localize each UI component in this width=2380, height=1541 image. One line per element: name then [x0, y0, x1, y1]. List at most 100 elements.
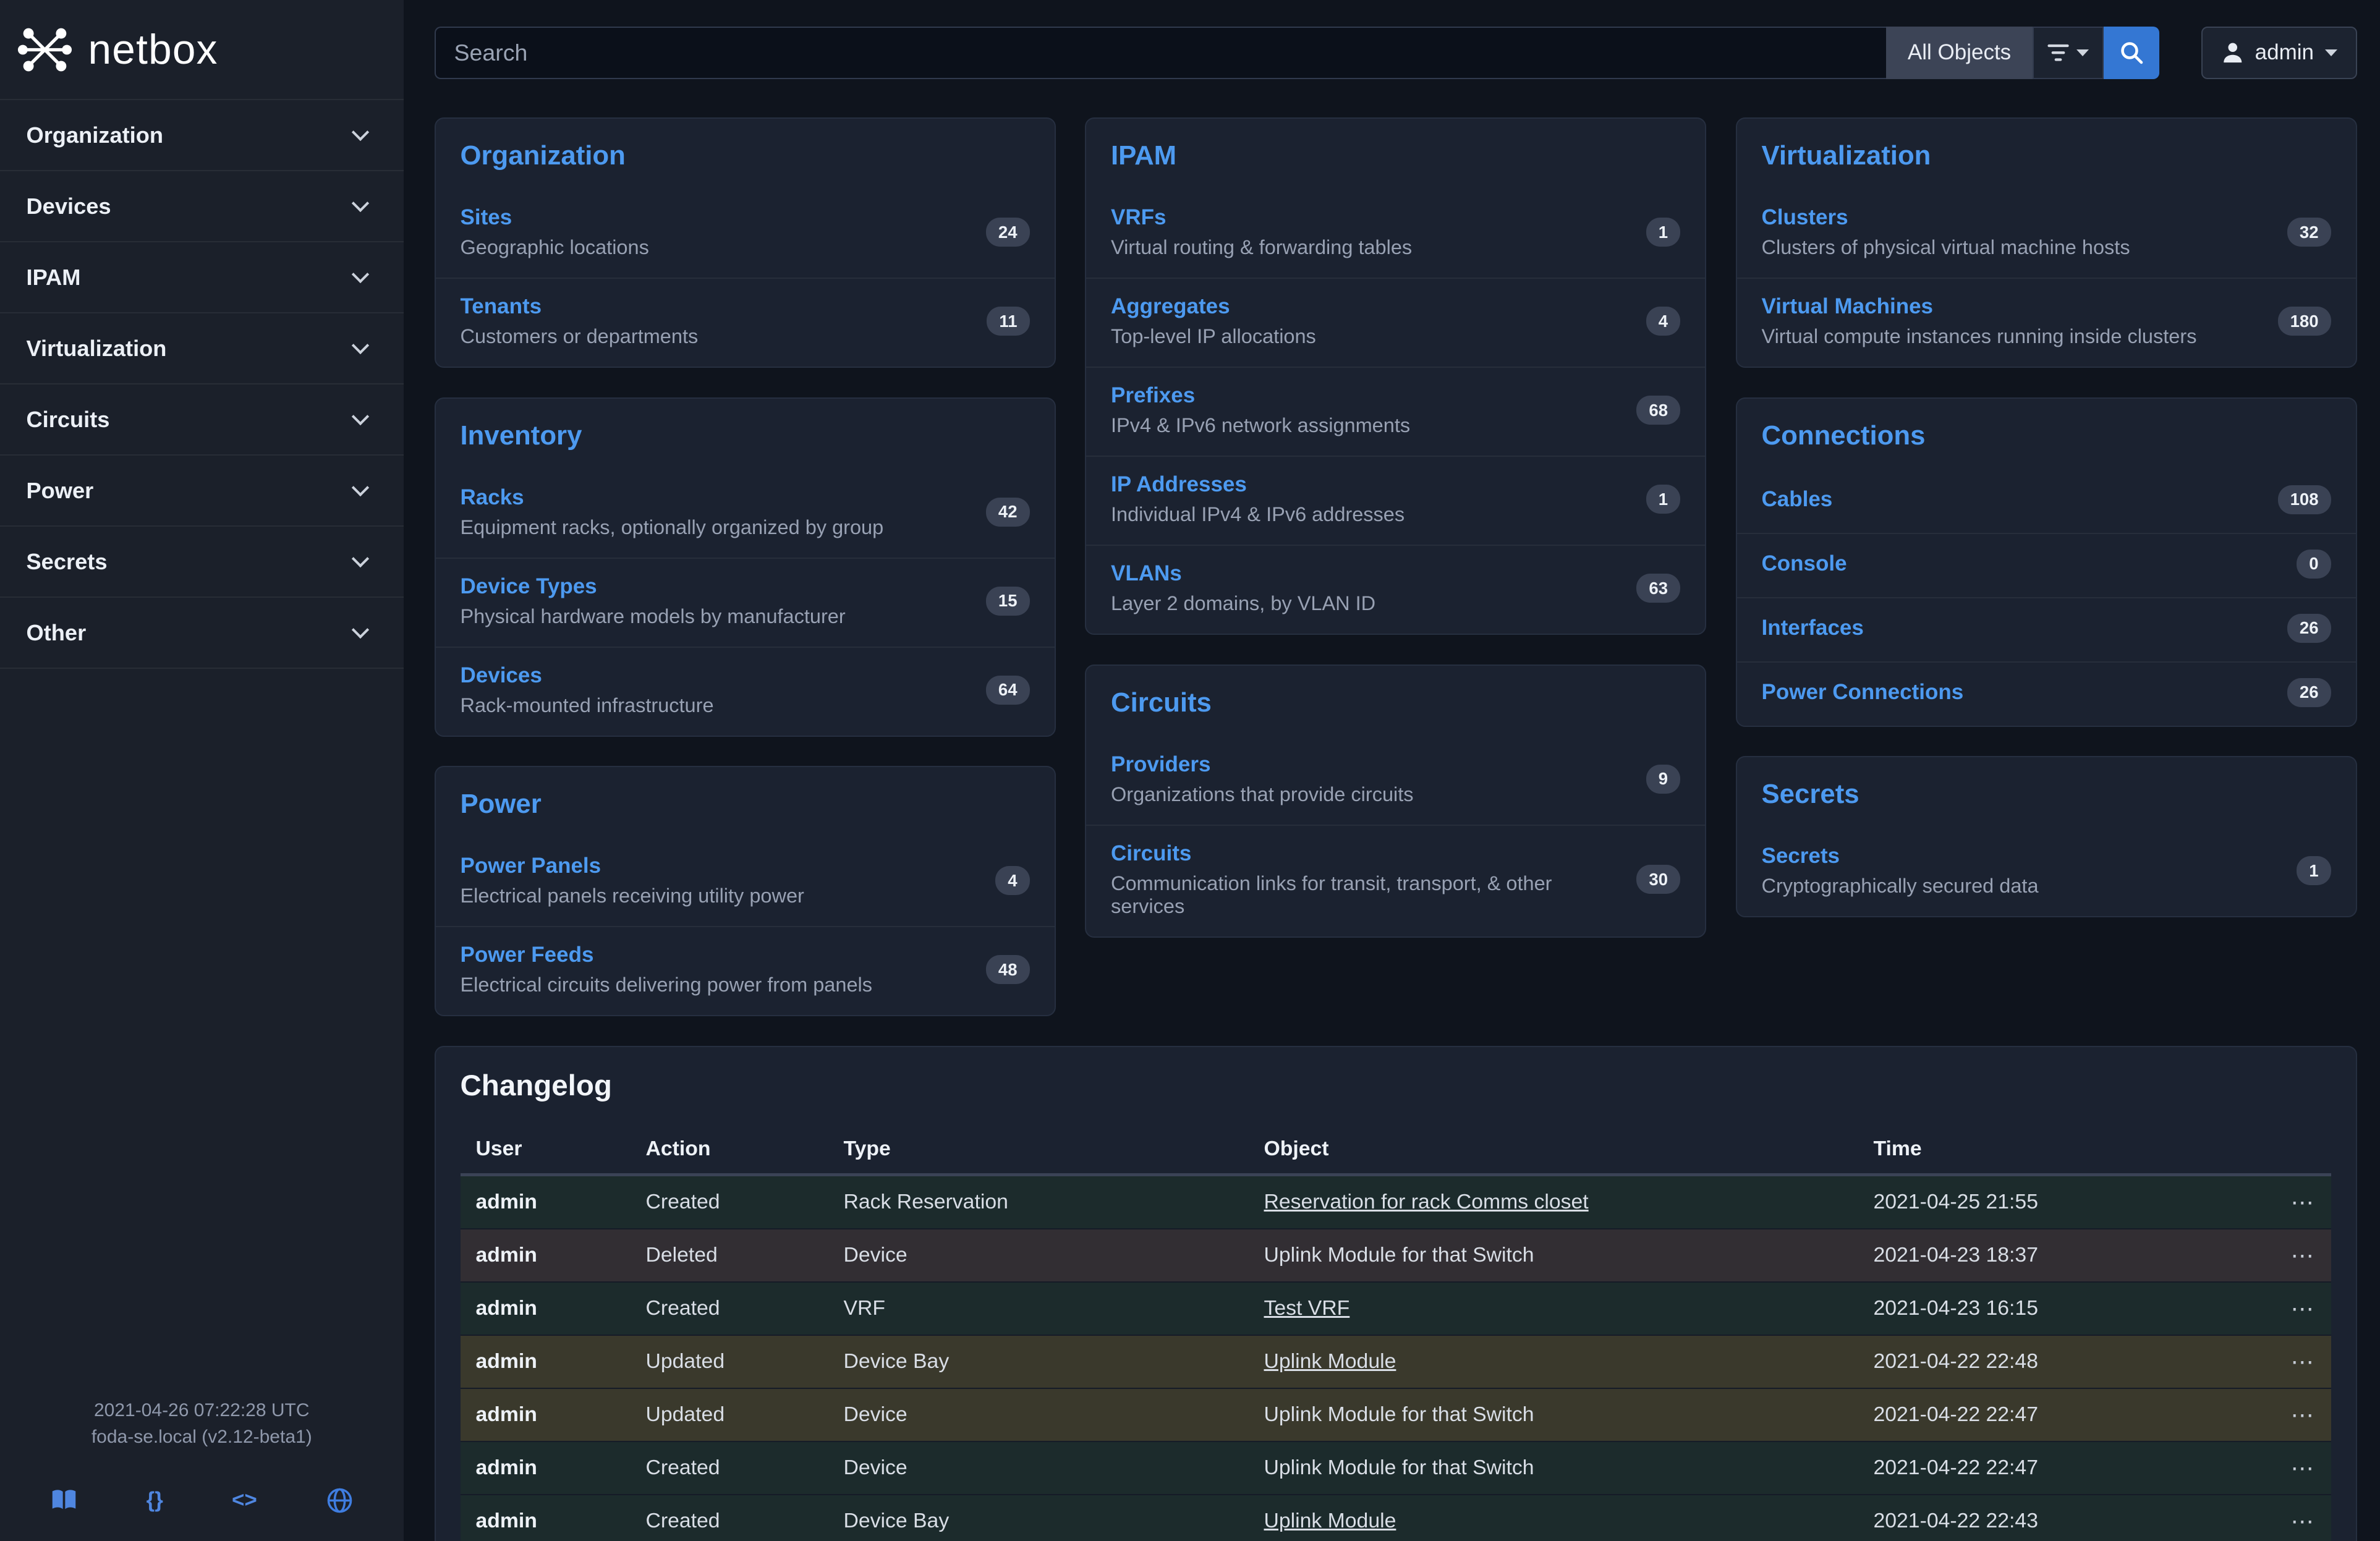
row-actions-button[interactable]: ⋯: [2291, 1402, 2316, 1428]
count-badge[interactable]: 63: [1636, 574, 1680, 603]
sidebar-menu-label: IPAM: [27, 265, 81, 291]
card-title[interactable]: Inventory: [436, 399, 1055, 470]
changelog-object-link[interactable]: Uplink Module for that Switch: [1264, 1456, 1534, 1479]
docs-book-icon[interactable]: [50, 1487, 78, 1514]
sidebar-menu-item[interactable]: Organization: [0, 100, 404, 171]
object-type-description: Clusters of physical virtual machine hos…: [1762, 236, 2130, 259]
changelog-object-link[interactable]: Uplink Module: [1264, 1509, 1396, 1532]
object-type-link[interactable]: Power Panels: [461, 854, 804, 878]
search-scope-button[interactable]: All Objects: [1886, 27, 2033, 79]
count-badge[interactable]: 64: [986, 676, 1030, 705]
changelog-time: 2021-04-22 22:48: [1858, 1335, 2245, 1388]
changelog-object-link[interactable]: Reservation for rack Comms closet: [1264, 1190, 1589, 1213]
card-title[interactable]: Connections: [1737, 399, 2356, 470]
card-organization: Organization Sites Geographic locations …: [435, 117, 1056, 368]
object-type-link[interactable]: Prefixes: [1111, 383, 1410, 408]
api-braces-icon[interactable]: {}: [147, 1485, 163, 1516]
card-title[interactable]: Power: [436, 767, 1055, 838]
object-type-link[interactable]: Clusters: [1762, 205, 2130, 230]
search-filter-button[interactable]: [2033, 27, 2104, 79]
changelog-time: 2021-04-22 22:47: [1858, 1441, 2245, 1495]
changelog-object-link[interactable]: Uplink Module for that Switch: [1264, 1243, 1534, 1267]
object-type-link[interactable]: Device Types: [461, 574, 846, 599]
object-type-link[interactable]: Power Connections: [1762, 680, 1964, 705]
count-badge[interactable]: 9: [1646, 765, 1680, 794]
community-globe-icon[interactable]: [326, 1487, 354, 1514]
sidebar-menu-item[interactable]: Virtualization: [0, 313, 404, 384]
changelog-type: Rack Reservation: [828, 1174, 1249, 1229]
card-title[interactable]: IPAM: [1086, 119, 1705, 190]
object-type-link[interactable]: Circuits: [1111, 841, 1618, 866]
object-type-link[interactable]: Tenants: [461, 294, 699, 319]
object-type-link[interactable]: Devices: [461, 663, 714, 688]
count-badge[interactable]: 26: [2287, 678, 2331, 707]
sidebar-menu-label: Circuits: [27, 407, 110, 433]
user-menu-button[interactable]: admin: [2201, 27, 2357, 79]
brand[interactable]: netbox: [0, 0, 404, 99]
object-type-link[interactable]: Console: [1762, 551, 1847, 576]
object-type-link[interactable]: Aggregates: [1111, 294, 1316, 319]
object-type-link[interactable]: Providers: [1111, 752, 1414, 777]
sidebar-menu-item[interactable]: Circuits: [0, 384, 404, 456]
sidebar-menu-item[interactable]: IPAM: [0, 242, 404, 313]
changelog-row: admin Created VRF Test VRF 2021-04-23 16…: [461, 1282, 2331, 1335]
row-actions-button[interactable]: ⋯: [2291, 1296, 2316, 1322]
count-badge[interactable]: 26: [2287, 614, 2331, 643]
object-type-link[interactable]: Sites: [461, 205, 649, 230]
card-power: Power Power Panels Electrical panels rec…: [435, 766, 1056, 1016]
sidebar-menu-item[interactable]: Secrets: [0, 527, 404, 598]
count-badge[interactable]: 42: [986, 498, 1030, 527]
changelog-user: admin: [461, 1174, 631, 1229]
source-code-icon[interactable]: <>: [232, 1485, 257, 1516]
object-type-link[interactable]: IP Addresses: [1111, 472, 1405, 497]
card-title[interactable]: Virtualization: [1737, 119, 2356, 190]
object-type-link[interactable]: VLANs: [1111, 561, 1375, 586]
dashboard-card-item: Tenants Customers or departments 11: [436, 278, 1055, 367]
object-type-link[interactable]: Virtual Machines: [1762, 294, 2197, 319]
card-title[interactable]: Circuits: [1086, 666, 1705, 737]
changelog-user: admin: [461, 1388, 631, 1441]
row-actions-button[interactable]: ⋯: [2291, 1455, 2316, 1481]
count-badge[interactable]: 4: [995, 866, 1029, 895]
count-badge[interactable]: 1: [1646, 485, 1680, 514]
search-submit-button[interactable]: [2104, 27, 2159, 79]
count-badge[interactable]: 180: [2278, 307, 2331, 336]
row-actions-button[interactable]: ⋯: [2291, 1349, 2316, 1375]
count-badge[interactable]: 48: [986, 955, 1030, 984]
object-type-link[interactable]: Power Feeds: [461, 943, 873, 967]
changelog-type: Device Bay: [828, 1335, 1249, 1388]
changelog-type: Device Bay: [828, 1495, 1249, 1541]
object-type-link[interactable]: Secrets: [1762, 844, 2039, 868]
changelog-object-link[interactable]: Test VRF: [1264, 1296, 1350, 1320]
count-badge[interactable]: 24: [986, 218, 1030, 247]
count-badge[interactable]: 32: [2287, 218, 2331, 247]
object-type-description: Equipment racks, optionally organized by…: [461, 516, 884, 539]
sidebar-menu-item[interactable]: Other: [0, 598, 404, 669]
object-type-link[interactable]: Interfaces: [1762, 616, 1864, 640]
changelog-object-link[interactable]: Uplink Module for that Switch: [1264, 1403, 1534, 1426]
user-icon: [2221, 41, 2245, 64]
card-title[interactable]: Secrets: [1737, 757, 2356, 828]
sidebar-menu-label: Power: [27, 478, 94, 504]
count-badge[interactable]: 0: [2297, 550, 2331, 579]
card-title[interactable]: Organization: [436, 119, 1055, 190]
changelog-object-link[interactable]: Uplink Module: [1264, 1349, 1396, 1373]
row-actions-button[interactable]: ⋯: [2291, 1242, 2316, 1268]
count-badge[interactable]: 1: [1646, 218, 1680, 247]
sidebar-menu-item[interactable]: Devices: [0, 171, 404, 242]
count-badge[interactable]: 68: [1636, 396, 1680, 425]
count-badge[interactable]: 11: [987, 307, 1029, 336]
count-badge[interactable]: 1: [2297, 856, 2331, 885]
object-type-link[interactable]: VRFs: [1111, 205, 1412, 230]
sidebar-menu-item[interactable]: Power: [0, 456, 404, 527]
object-type-link[interactable]: Racks: [461, 485, 884, 510]
count-badge[interactable]: 15: [986, 587, 1030, 616]
row-actions-button[interactable]: ⋯: [2291, 1508, 2316, 1534]
count-badge[interactable]: 4: [1646, 307, 1680, 336]
object-type-link[interactable]: Cables: [1762, 487, 1833, 512]
changelog-action: Created: [631, 1282, 828, 1335]
row-actions-button[interactable]: ⋯: [2291, 1189, 2316, 1215]
count-badge[interactable]: 108: [2278, 485, 2331, 514]
search-input[interactable]: [435, 27, 1886, 79]
count-badge[interactable]: 30: [1636, 865, 1680, 894]
